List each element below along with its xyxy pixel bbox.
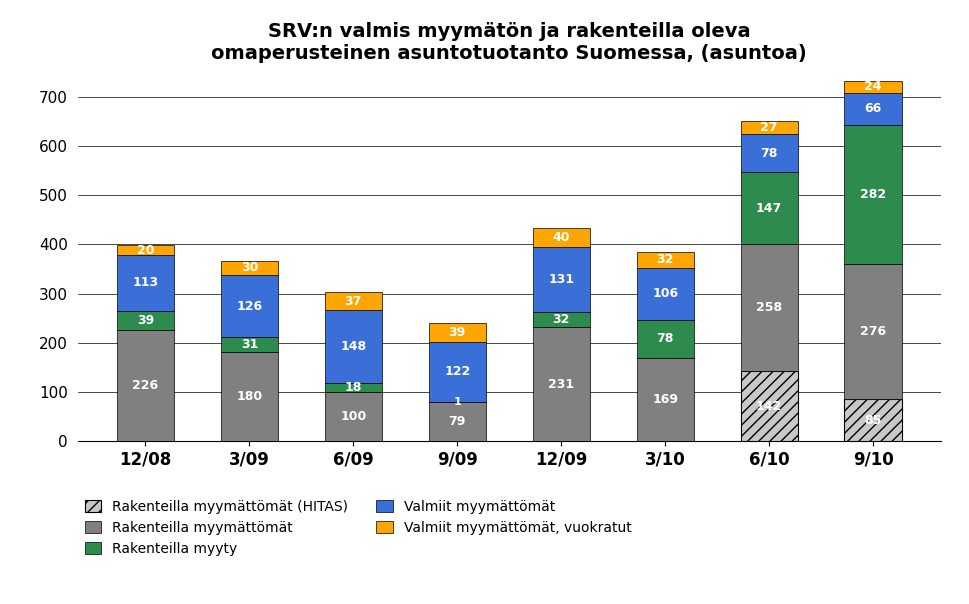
Bar — [739, 134, 797, 172]
Text: 30: 30 — [240, 262, 258, 274]
Legend: Rakenteilla myymättömät (HITAS), Rakenteilla myymättömät, Rakenteilla myyty, Val: Rakenteilla myymättömät (HITAS), Rakente… — [84, 500, 631, 556]
Bar — [739, 172, 797, 245]
Text: 122: 122 — [444, 365, 470, 378]
Text: 78: 78 — [656, 332, 673, 345]
Text: 100: 100 — [340, 410, 366, 423]
Text: 32: 32 — [552, 313, 570, 326]
Text: 31: 31 — [240, 338, 258, 352]
Bar — [116, 255, 173, 310]
Bar — [428, 342, 485, 402]
Text: 142: 142 — [755, 399, 781, 413]
Bar — [739, 371, 797, 441]
Bar — [325, 310, 382, 383]
Text: 39: 39 — [449, 326, 465, 339]
Text: 131: 131 — [547, 273, 574, 286]
Bar — [532, 248, 589, 312]
Text: 85: 85 — [863, 414, 881, 426]
Text: 1: 1 — [453, 397, 460, 407]
Text: 282: 282 — [860, 188, 886, 201]
Text: 276: 276 — [860, 325, 886, 338]
Bar — [221, 353, 278, 441]
Text: 18: 18 — [344, 381, 361, 394]
Bar — [428, 402, 485, 441]
Text: 32: 32 — [656, 253, 673, 266]
Text: 66: 66 — [863, 102, 881, 115]
Bar — [532, 228, 589, 248]
Bar — [844, 92, 901, 125]
Text: 27: 27 — [760, 121, 777, 133]
Bar — [325, 383, 382, 392]
Title: SRV:n valmis myymätön ja rakenteilla oleva
omaperusteinen asuntotuotanto Suomess: SRV:n valmis myymätön ja rakenteilla ole… — [211, 22, 806, 63]
Bar — [116, 310, 173, 330]
Text: 231: 231 — [547, 378, 574, 391]
Bar — [116, 330, 173, 441]
Text: 39: 39 — [137, 314, 154, 327]
Text: 78: 78 — [760, 147, 777, 159]
Bar — [844, 263, 901, 399]
Text: 20: 20 — [137, 244, 154, 257]
Bar — [221, 261, 278, 275]
Bar — [428, 323, 485, 342]
Bar — [325, 392, 382, 441]
Bar — [636, 252, 693, 268]
Bar — [739, 245, 797, 371]
Bar — [116, 245, 173, 255]
Bar — [636, 358, 693, 441]
Bar — [636, 320, 693, 358]
Text: 40: 40 — [552, 231, 570, 244]
Bar — [221, 337, 278, 353]
Text: 180: 180 — [236, 390, 263, 403]
Text: 106: 106 — [651, 287, 677, 300]
Text: 258: 258 — [755, 301, 781, 314]
Bar — [739, 121, 797, 134]
Text: 113: 113 — [132, 277, 158, 289]
Text: 126: 126 — [236, 300, 263, 313]
Text: 24: 24 — [863, 80, 881, 93]
Bar — [532, 312, 589, 327]
Bar — [532, 327, 589, 441]
Bar — [636, 268, 693, 320]
Bar — [844, 125, 901, 263]
Bar — [844, 399, 901, 441]
Text: 169: 169 — [651, 393, 677, 406]
Bar — [325, 292, 382, 310]
Text: 226: 226 — [132, 379, 158, 392]
Bar — [221, 275, 278, 337]
Text: 79: 79 — [448, 415, 465, 428]
Text: 148: 148 — [340, 340, 366, 353]
Text: 37: 37 — [344, 295, 361, 307]
Text: 147: 147 — [755, 202, 781, 215]
Bar — [844, 81, 901, 92]
